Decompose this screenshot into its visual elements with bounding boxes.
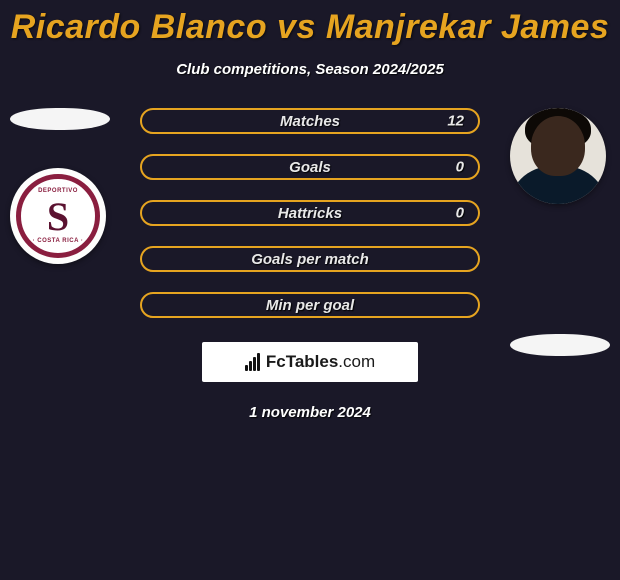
comparison-content: DEPORTIVO S · COSTA RICA · Matches 12 Go… <box>0 108 620 421</box>
player-b-name: Manjrekar James <box>326 8 609 46</box>
stat-label: Min per goal <box>266 297 354 314</box>
comparison-subtitle: Club competitions, Season 2024/2025 <box>0 61 620 78</box>
player-a-column: DEPORTIVO S · COSTA RICA · <box>10 108 110 264</box>
brand-text: FcTables.com <box>266 352 375 372</box>
stat-row-goals: Goals 0 <box>140 154 480 180</box>
stat-label: Goals <box>289 159 331 176</box>
player-a-name: Ricardo Blanco <box>11 8 267 46</box>
stat-row-hattricks: Hattricks 0 <box>140 200 480 226</box>
stat-label: Hattricks <box>278 205 342 222</box>
bar-chart-icon <box>245 353 260 371</box>
stat-row-matches: Matches 12 <box>140 108 480 134</box>
stat-right-value: 0 <box>456 159 464 176</box>
brand-fc: Fc <box>266 352 286 371</box>
stat-label: Goals per match <box>251 251 369 268</box>
player-a-photo-placeholder <box>10 108 110 130</box>
crest-ring: DEPORTIVO S · COSTA RICA · <box>16 174 100 258</box>
stat-right-value: 12 <box>447 113 464 130</box>
avatar-head <box>531 116 585 176</box>
brand-tables: Tables <box>286 352 339 371</box>
vs-separator: vs <box>277 8 316 46</box>
player-b-club-placeholder <box>510 334 610 356</box>
player-b-column <box>510 108 610 356</box>
stat-row-goals-per-match: Goals per match <box>140 246 480 272</box>
crest-letter: S <box>47 193 69 240</box>
brand-attribution[interactable]: FcTables.com <box>202 342 418 382</box>
page-title: Ricardo Blanco vs Manjrekar James <box>0 0 620 47</box>
stat-right-value: 0 <box>456 205 464 222</box>
player-a-club-crest: DEPORTIVO S · COSTA RICA · <box>10 168 106 264</box>
stat-label: Matches <box>280 113 340 130</box>
crest-top-text: DEPORTIVO <box>21 188 95 194</box>
crest-bottom-text: · COSTA RICA · <box>21 238 95 244</box>
stat-row-min-per-goal: Min per goal <box>140 292 480 318</box>
footer-date: 1 november 2024 <box>0 404 620 421</box>
brand-dotcom: .com <box>338 352 375 371</box>
stat-rows: Matches 12 Goals 0 Hattricks 0 Goals per… <box>140 108 480 318</box>
player-b-photo <box>510 108 606 204</box>
